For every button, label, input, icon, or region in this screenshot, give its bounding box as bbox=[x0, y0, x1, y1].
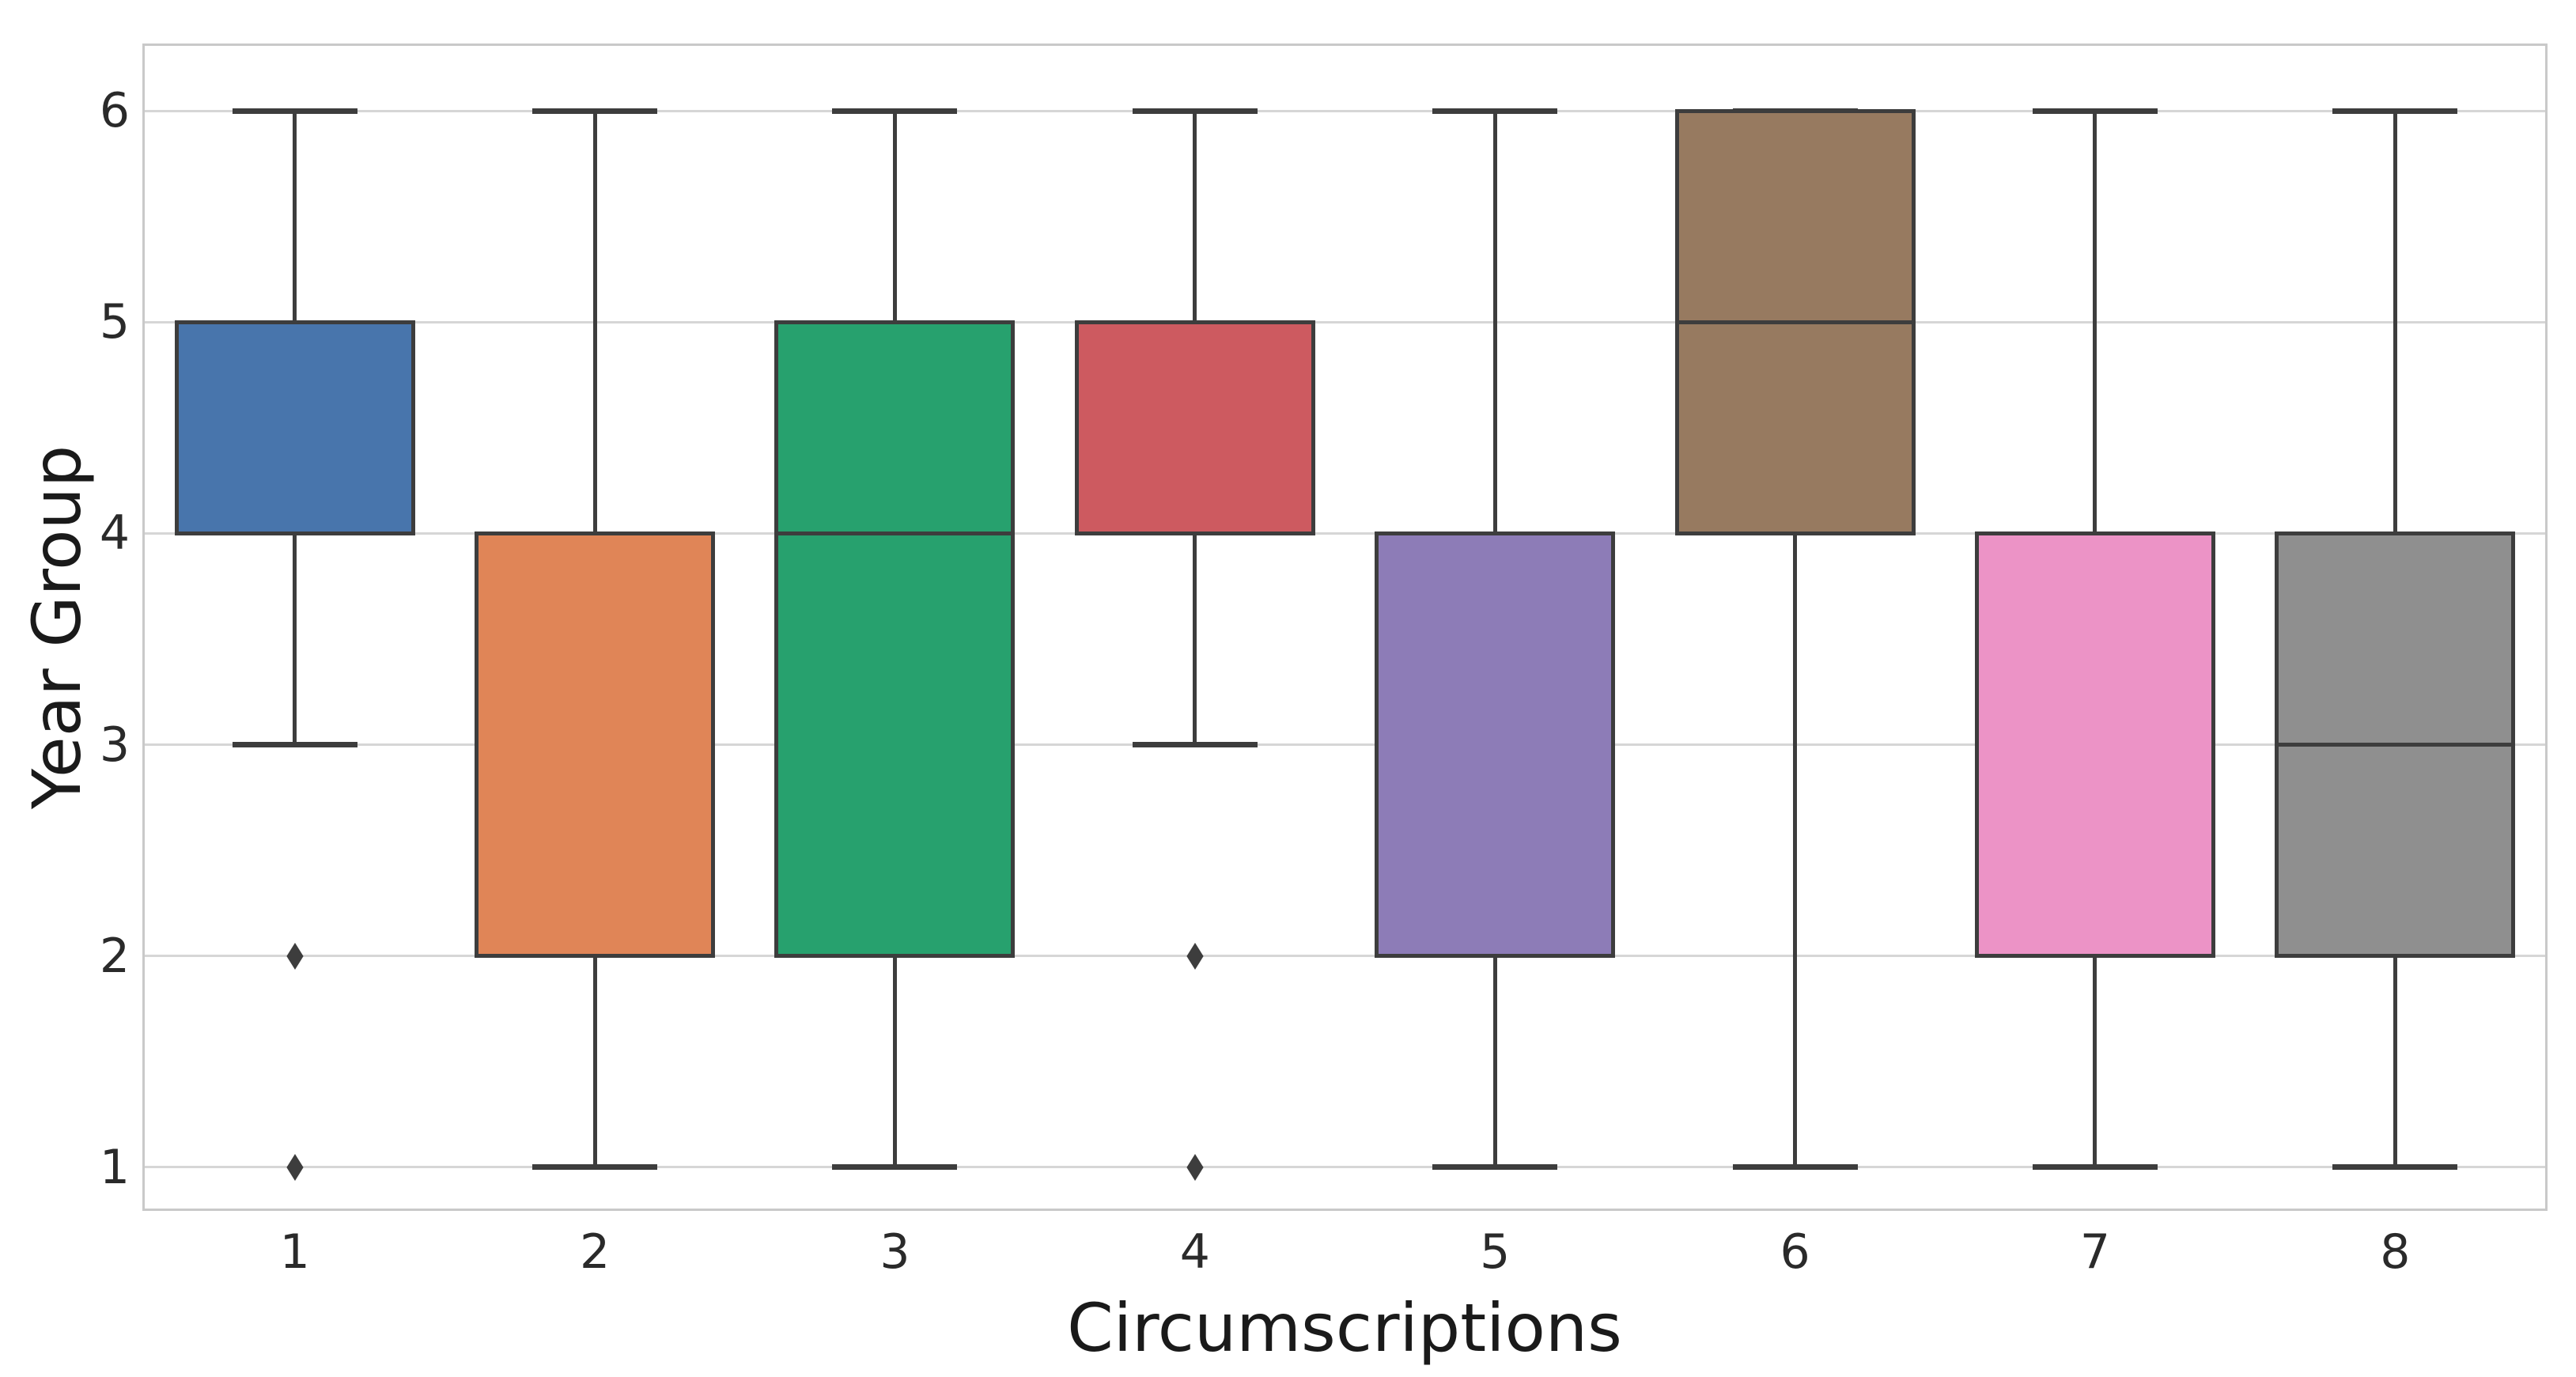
box-7-rect bbox=[1974, 531, 2215, 959]
box-4-lower-cap bbox=[1132, 742, 1258, 748]
box-2-upper-cap bbox=[532, 108, 658, 114]
box-3-rect bbox=[774, 320, 1016, 959]
gridline-y-2 bbox=[145, 955, 2545, 958]
box-2-lower-cap bbox=[532, 1164, 658, 1171]
box-4-upper-cap bbox=[1132, 108, 1258, 114]
x-tick-label-1: 1 bbox=[279, 1224, 310, 1280]
box-1-median bbox=[174, 320, 415, 324]
box-1-lower-cap bbox=[232, 742, 357, 748]
box-4-outlier-1 bbox=[1186, 1153, 1204, 1181]
box-7-upper-cap bbox=[2032, 108, 2158, 114]
box-2-median bbox=[475, 531, 716, 535]
box-8-lower-cap bbox=[2332, 1164, 2458, 1171]
box-5-median bbox=[1375, 531, 1616, 535]
gridline-y-1 bbox=[145, 1166, 2545, 1169]
y-tick-label-1: 1 bbox=[99, 1139, 130, 1195]
x-tick-label-7: 7 bbox=[2079, 1224, 2111, 1280]
gridline-y-6 bbox=[145, 109, 2545, 112]
x-tick-label-4: 4 bbox=[1179, 1224, 1210, 1280]
x-tick-label-3: 3 bbox=[879, 1224, 910, 1280]
x-tick-label-2: 2 bbox=[579, 1224, 611, 1280]
box-1-outlier-1 bbox=[286, 1153, 304, 1181]
y-tick-label-6: 6 bbox=[99, 83, 130, 139]
box-7-lower-whisker bbox=[2093, 955, 2097, 1167]
gridline-y-4 bbox=[145, 532, 2545, 535]
box-1-upper-whisker bbox=[293, 111, 297, 323]
box-7-median bbox=[1974, 531, 2215, 535]
box-4-upper-whisker bbox=[1193, 111, 1197, 323]
box-5-lower-whisker bbox=[1492, 955, 1497, 1167]
box-3-upper-whisker bbox=[892, 111, 897, 323]
box-6-lower-whisker bbox=[1793, 533, 1798, 1167]
x-axis-label: Circumscriptions bbox=[1067, 1289, 1622, 1367]
box-7-lower-cap bbox=[2032, 1164, 2158, 1171]
box-3-lower-whisker bbox=[892, 955, 897, 1167]
box-8-median bbox=[2275, 743, 2516, 747]
y-tick-label-2: 2 bbox=[99, 928, 130, 984]
box-4-rect bbox=[1074, 320, 1315, 535]
box-2-upper-whisker bbox=[592, 111, 597, 534]
box-7-upper-whisker bbox=[2093, 111, 2097, 534]
box-3-upper-cap bbox=[832, 108, 958, 114]
y-tick-label-3: 3 bbox=[99, 717, 130, 773]
box-6-lower-cap bbox=[1732, 1164, 1858, 1171]
box-2-rect bbox=[475, 531, 716, 959]
box-1-outlier-2 bbox=[286, 942, 304, 970]
x-tick-label-6: 6 bbox=[1780, 1224, 1810, 1280]
box-8-upper-cap bbox=[2332, 108, 2458, 114]
box-1-rect bbox=[174, 320, 415, 535]
box-5-rect bbox=[1375, 531, 1616, 959]
y-tick-label-4: 4 bbox=[99, 505, 130, 562]
x-tick-label-8: 8 bbox=[2380, 1224, 2411, 1280]
box-5-lower-cap bbox=[1432, 1164, 1558, 1171]
box-4-median bbox=[1074, 531, 1315, 535]
box-3-median bbox=[774, 531, 1016, 535]
box-4-lower-whisker bbox=[1193, 533, 1197, 745]
box-3-lower-cap bbox=[832, 1164, 958, 1171]
y-tick-label-5: 5 bbox=[99, 294, 130, 350]
box-1-lower-whisker bbox=[293, 533, 297, 745]
box-4-outlier-2 bbox=[1186, 942, 1204, 970]
box-2-lower-whisker bbox=[592, 955, 597, 1167]
box-8-lower-whisker bbox=[2393, 955, 2397, 1167]
box-6-median bbox=[1674, 320, 1916, 324]
gridline-y-3 bbox=[145, 743, 2545, 747]
box-5-upper-cap bbox=[1432, 108, 1558, 114]
box-8-upper-whisker bbox=[2393, 111, 2397, 534]
box-5-upper-whisker bbox=[1492, 111, 1497, 534]
x-tick-label-5: 5 bbox=[1480, 1224, 1511, 1280]
gridline-y-5 bbox=[145, 320, 2545, 323]
box-1-upper-cap bbox=[232, 108, 357, 114]
